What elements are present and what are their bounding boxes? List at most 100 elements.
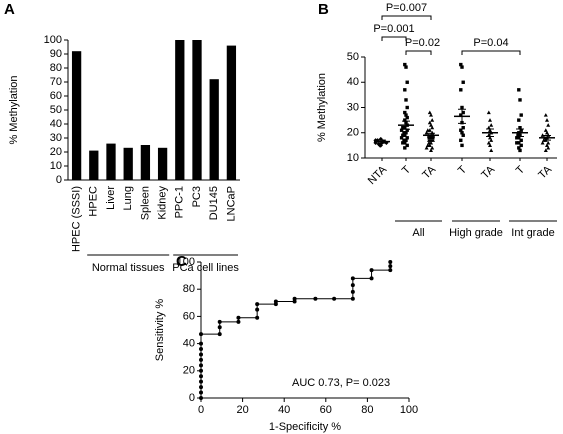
x-axis-label: 1-Specificity % [269,421,341,433]
point [405,136,409,140]
point [255,302,260,307]
point [429,123,433,127]
point [217,325,222,330]
point [460,105,464,110]
error-bar [543,135,551,141]
x-tick-label: Spleen [139,186,151,220]
point [519,128,523,132]
x-tick-label: NTA [366,163,390,187]
error-bar [427,132,435,138]
point [404,98,408,102]
point [425,128,430,132]
point [427,138,431,142]
bar [209,79,219,180]
point [404,131,408,135]
y-axis-label: Sensitivity % [154,299,166,362]
bracket [381,15,432,20]
y-axis-label: % Methylation [8,75,20,144]
point [350,289,355,294]
point [199,332,203,337]
point [460,143,464,148]
point [459,113,463,117]
x-tick-label: HPEC (SSSI) [71,186,83,252]
y-tick-label: 50 [50,104,62,116]
point [199,352,203,357]
y-tick-label: 90 [50,48,62,60]
point [543,128,548,132]
bracket [461,50,521,55]
bar [175,40,185,180]
error-bar [458,108,466,124]
point [401,133,405,137]
annotation: AUC 0.73, P= 0.023 [292,377,390,389]
x-tick-label: T [400,164,413,177]
y-tick-label: 100 [44,34,62,46]
point [405,128,409,132]
point [489,148,494,153]
point [403,146,407,150]
point [403,62,407,67]
point [460,131,464,135]
x-tick-label: Lung [122,186,134,210]
point [425,143,430,147]
point [401,141,405,145]
error-bar [402,120,410,130]
point [518,148,522,153]
y-tick-label: 20 [347,127,359,139]
panel-label: B [318,1,329,18]
y-tick-label: 20 [50,146,62,158]
point [199,341,203,346]
point [403,118,407,122]
point [273,299,278,304]
error-bar [516,128,524,138]
point [515,136,519,140]
point [388,260,393,264]
point [459,138,463,143]
point [405,143,409,148]
point [516,133,520,137]
point [540,140,545,145]
group-label: Int grade [511,227,554,239]
point [313,296,318,301]
y-tick-label: 40 [183,338,195,350]
point [405,115,409,120]
point [459,128,463,132]
group-label: High grade [449,227,503,239]
y-tick-label: 40 [50,118,62,130]
y-tick-label: 100 [177,256,195,268]
p-value: P=0.001 [373,23,414,35]
point [486,140,491,145]
group-label: PCa cell lines [172,262,239,274]
bracket [381,36,407,41]
x-tick-label: Liver [105,186,117,210]
point [369,276,374,281]
point [488,135,492,140]
x-tick-label: 20 [236,404,248,416]
point [350,283,355,288]
bar [106,143,116,180]
y-tick-label: 80 [183,283,195,295]
point [405,105,409,110]
y-tick-label: 70 [50,76,62,88]
x-tick-label: Kidney [157,186,169,220]
point [515,141,519,145]
y-tick-label: 60 [183,310,195,322]
y-tick-label: 60 [50,90,62,102]
point [404,65,408,69]
bar [226,45,237,180]
x-tick-label: PPC-1 [174,186,186,218]
point [546,140,551,145]
y-axis-label: % Methylation [316,73,328,142]
point [399,128,404,132]
point [403,88,407,92]
point [545,143,549,147]
point [545,118,549,122]
point [459,62,463,67]
point [488,143,492,147]
point [489,123,494,127]
point [255,315,260,320]
point [488,118,492,122]
point [399,136,404,140]
group-label: All [412,227,424,239]
